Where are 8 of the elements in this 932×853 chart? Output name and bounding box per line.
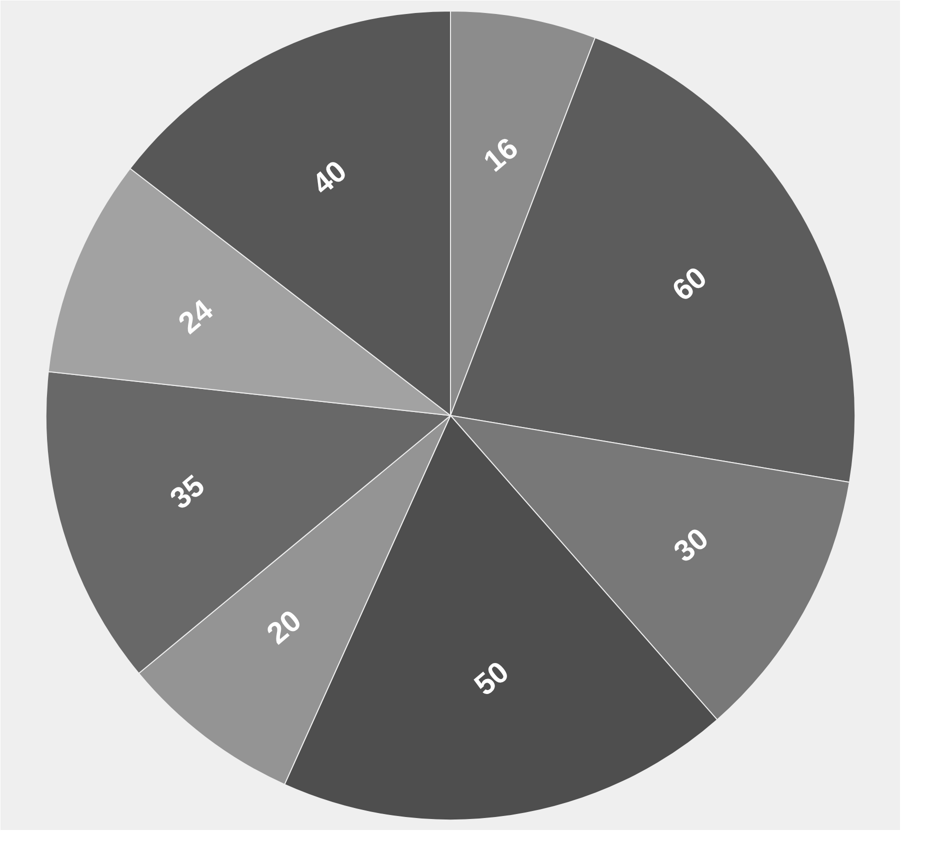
data-label: 40 bbox=[306, 154, 354, 202]
data-label: 35 bbox=[164, 469, 212, 516]
data-label: 24 bbox=[172, 294, 220, 340]
data-label: 60 bbox=[666, 261, 714, 308]
data-label: 20 bbox=[261, 604, 308, 651]
data-label: 16 bbox=[478, 132, 525, 179]
data-label: 30 bbox=[668, 522, 715, 569]
data-label: 50 bbox=[468, 655, 516, 702]
